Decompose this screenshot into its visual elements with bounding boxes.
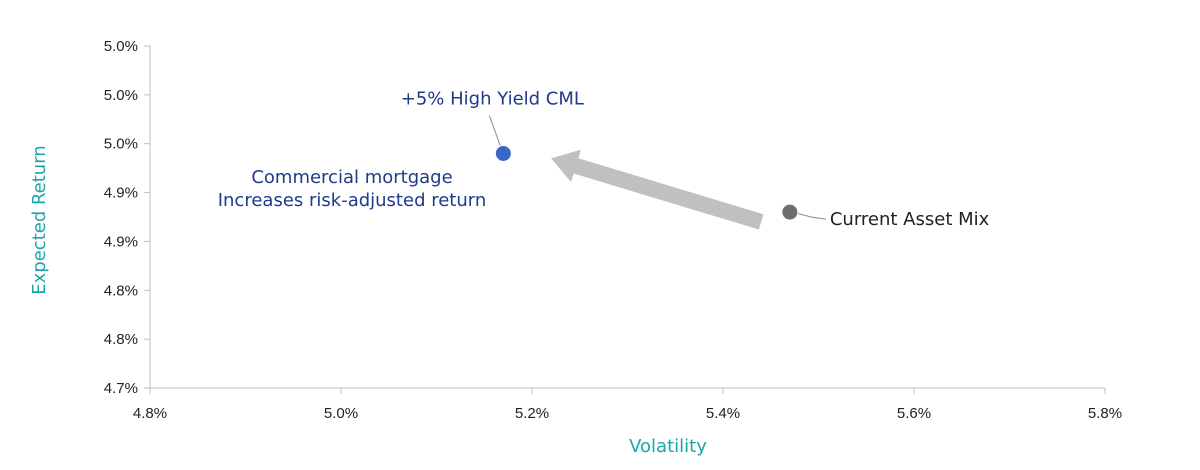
y-tick-label: 4.8% <box>104 331 138 348</box>
y-tick-label: 5.0% <box>104 136 138 153</box>
x-tick-label: 5.6% <box>897 405 931 422</box>
annotation-line-2: Increases risk-adjusted return <box>218 190 487 211</box>
point-high-yield-cml <box>494 144 512 162</box>
y-tick-label: 5.0% <box>104 87 138 104</box>
y-tick-label: 4.9% <box>104 185 138 202</box>
x-tick-label: 5.2% <box>515 405 549 422</box>
y-tick-label: 4.9% <box>104 233 138 250</box>
axes <box>149 46 1105 389</box>
annotation-line-1: Commercial mortgage <box>251 167 452 188</box>
y-ticks: 4.7% 4.8% 4.8% 4.9% 4.9% 5.0% 5.0% 5.0% <box>104 38 150 397</box>
point-label-high-yield: +5% High Yield CML <box>401 88 584 109</box>
x-tick-label: 5.4% <box>706 405 740 422</box>
x-tick-label: 5.8% <box>1088 405 1122 422</box>
leader-line-high-yield <box>488 115 503 152</box>
y-tick-label: 5.0% <box>104 38 138 55</box>
point-current-asset-mix <box>781 203 799 221</box>
point-label-current-asset-mix: Current Asset Mix <box>830 209 990 230</box>
shift-arrow <box>551 149 764 230</box>
y-tick-label: 4.7% <box>104 380 138 397</box>
x-axis-title: Volatility <box>629 436 707 457</box>
points <box>494 144 799 221</box>
y-tick-label: 4.8% <box>104 282 138 299</box>
x-tick-label: 4.8% <box>133 405 167 422</box>
x-ticks: 4.8% 5.0% 5.2% 5.4% 5.6% 5.8% <box>133 388 1122 422</box>
x-tick-label: 5.0% <box>324 405 358 422</box>
leader-line-current <box>791 211 826 220</box>
y-axis-title: Expected Return <box>29 145 50 294</box>
